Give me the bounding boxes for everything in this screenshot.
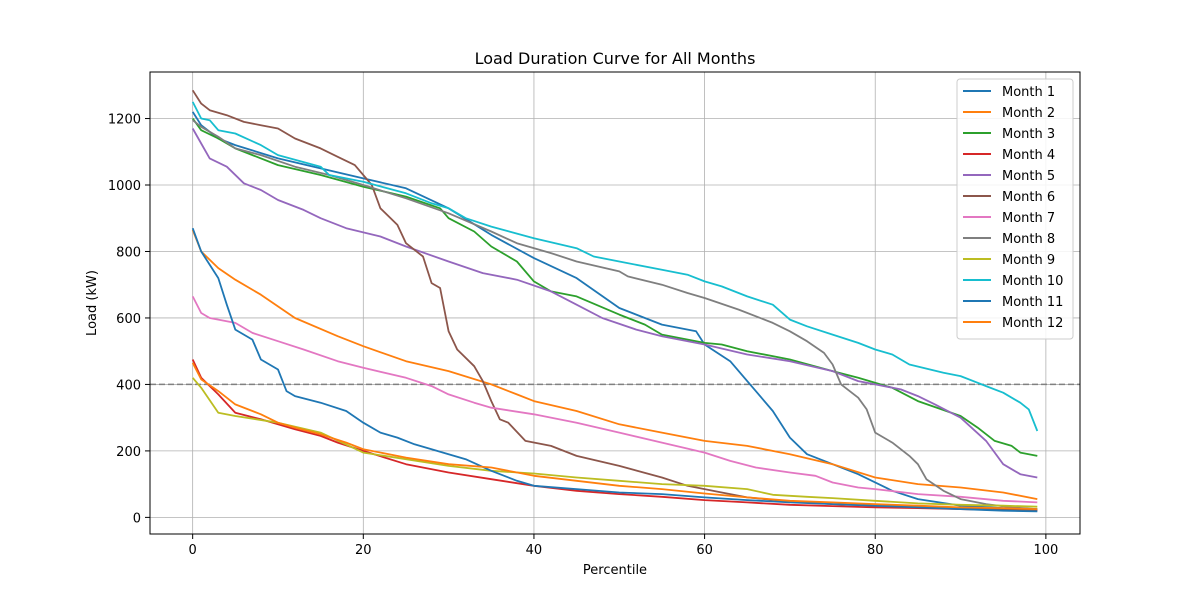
legend-label: Month 3 [1002, 127, 1055, 142]
legend-label: Month 9 [1002, 253, 1055, 268]
legend-label: Month 10 [1002, 274, 1063, 289]
series-line-month-9 [192, 377, 1038, 508]
legend-label: Month 6 [1002, 190, 1055, 205]
y-tick-label: 200 [116, 445, 141, 460]
y-tick-label: 400 [116, 378, 141, 393]
series-line-month-12 [191, 362, 1038, 510]
series-line-month-5 [191, 128, 1038, 479]
y-tick-label: 800 [116, 245, 141, 260]
legend: Month 1 Month 2 Month 3 Month 4 Month 5 Month… [956, 78, 1074, 340]
x-tick-label: 100 [1033, 543, 1058, 558]
x-tick-label: 40 [526, 543, 543, 558]
y-axis-ticks: 0 200 400 600 800 1000 1200 [108, 113, 150, 526]
y-tick-label: 0 [133, 511, 141, 526]
legend-label: Month 8 [1002, 232, 1055, 247]
x-axis-label: Percentile [583, 563, 647, 578]
x-axis-ticks: 0 20 40 60 80 100 [189, 534, 1058, 558]
x-tick-label: 60 [696, 543, 713, 558]
legend-label: Month 4 [1002, 148, 1055, 163]
chart-title: Load Duration Curve for All Months [475, 49, 756, 68]
plot-frame [149, 71, 1081, 535]
legend-label: Month 11 [1002, 295, 1063, 310]
series-line-month-6 [191, 89, 1038, 511]
legend-label: Month 7 [1002, 211, 1055, 226]
series-line-month-11 [191, 227, 1038, 513]
x-tick-label: 20 [355, 543, 372, 558]
series-line-month-10 [191, 101, 1039, 432]
series-line-month-2 [191, 229, 1038, 500]
series-lines [191, 89, 1039, 513]
legend-label: Month 5 [1002, 169, 1055, 184]
legend-label: Month 1 [1002, 85, 1055, 100]
y-tick-label: 1200 [108, 113, 141, 128]
x-tick-label: 0 [189, 543, 197, 558]
series-line-month-4 [191, 359, 1038, 512]
y-axis-label: Load (kW) [85, 270, 100, 336]
series-line-month-1 [191, 111, 1038, 510]
y-tick-label: 1000 [108, 179, 141, 194]
y-tick-label: 600 [116, 312, 141, 327]
series-line-month-3 [191, 117, 1038, 457]
x-tick-label: 80 [867, 543, 884, 558]
legend-label: Month 12 [1002, 316, 1063, 331]
series-line-month-7 [191, 295, 1038, 504]
legend-box [956, 78, 1074, 340]
legend-label: Month 2 [1002, 106, 1055, 121]
